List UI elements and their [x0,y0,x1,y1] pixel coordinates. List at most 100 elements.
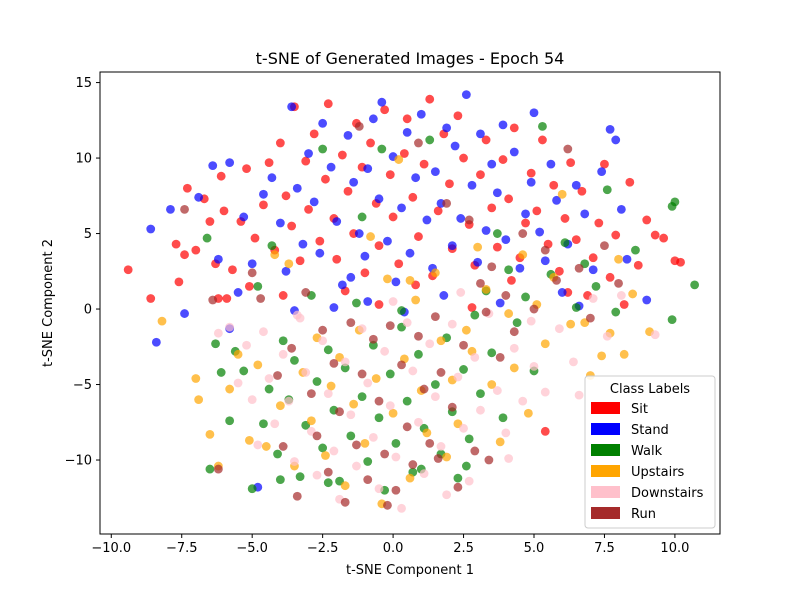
point-walk-33 [402,396,412,406]
point-sit-90 [650,230,660,240]
point-walk-68 [377,144,387,154]
point-sit-28 [315,236,325,246]
point-walk-74 [275,475,285,485]
point-run-42 [495,352,505,362]
point-sit-27 [309,129,319,139]
point-run-12 [323,467,333,477]
point-stand-47 [447,241,457,251]
point-sit-5 [182,183,192,193]
point-stand-30 [363,164,373,174]
point-walk-22 [340,363,350,373]
point-walk-73 [397,306,406,315]
point-walk-63 [631,245,640,255]
point-sit-42 [380,105,390,115]
point-sit-24 [295,256,305,266]
point-sit-69 [521,218,530,228]
point-downstairs-31 [408,366,418,376]
point-downstairs-35 [430,392,440,402]
point-stand-14 [275,218,285,228]
point-downstairs-30 [402,318,412,328]
point-walk-35 [414,349,423,359]
point-walk-13 [290,355,299,365]
point-sit-16 [250,233,260,243]
point-sit-18 [264,158,274,167]
point-run-1 [213,464,223,474]
point-downstairs-15 [318,336,328,346]
point-upstairs-51 [540,339,550,349]
point-walk-70 [267,241,277,251]
point-sit-100 [278,291,288,300]
point-sit-99 [507,275,516,285]
point-downstairs-60 [456,288,466,297]
point-sit-61 [476,170,485,180]
point-run-14 [335,407,344,417]
point-sit-57 [453,111,463,121]
point-walk-11 [278,336,288,346]
point-run-3 [247,268,257,278]
point-run-56 [256,294,266,303]
point-stand-33 [377,97,387,107]
point-upstairs-49 [523,408,533,418]
point-upstairs-43 [481,285,491,294]
point-sit-58 [459,153,468,163]
point-run-28 [414,331,423,341]
point-walk-42 [453,473,463,483]
point-walk-17 [312,377,322,386]
point-stand-62 [526,177,536,187]
point-walk-45 [470,310,480,320]
point-walk-30 [385,369,395,379]
point-run-45 [518,229,528,238]
point-stand-68 [557,288,567,297]
point-stand-39 [405,248,415,258]
point-upstairs-53 [557,189,567,199]
point-upstairs-7 [244,435,254,445]
point-stand-66 [546,159,556,169]
point-sit-34 [343,186,353,196]
point-sit-88 [633,260,643,270]
point-downstairs-49 [529,362,539,371]
point-upstairs-59 [614,254,623,264]
point-upstairs-28 [388,408,398,418]
y-tick-label-3: 5 [84,227,92,242]
point-run-31 [430,312,440,321]
point-stand-6 [213,254,223,264]
point-stand-65 [540,256,550,266]
point-stand-42 [422,215,432,225]
point-sit-89 [642,215,652,225]
point-downstairs-56 [650,330,660,340]
point-upstairs-9 [261,442,271,451]
point-sit-11 [219,206,229,216]
point-downstairs-7 [270,419,280,429]
point-sit-67 [509,123,519,133]
point-sit-75 [554,266,564,276]
point-walk-52 [512,318,522,328]
point-upstairs-54 [566,319,576,329]
point-walk-50 [498,413,508,423]
point-walk-46 [476,389,485,398]
point-stand-22 [318,118,328,128]
point-stand-61 [521,209,530,219]
point-downstairs-14 [312,470,322,480]
point-walk-67 [667,315,677,325]
point-sit-76 [560,214,570,223]
point-upstairs-25 [371,374,381,383]
legend: Class Labels Sit Stand Walk Upstairs Downsta… [584,375,716,529]
x-tick-label-0: −10.0 [91,541,131,556]
point-sit-82 [594,218,604,228]
point-sit-70 [526,168,536,178]
point-stand-1 [151,337,161,347]
point-walk-61 [602,185,612,195]
point-upstairs-1 [191,374,201,383]
point-walk-26 [363,457,373,466]
point-downstairs-25 [374,484,384,494]
point-sit-32 [332,254,342,264]
point-upstairs-10 [270,250,280,260]
point-stand-70 [571,180,581,190]
point-downstairs-46 [501,428,511,438]
point-walk-6 [247,484,257,494]
point-upstairs-31 [405,473,415,483]
x-tick-label-5: 2.5 [453,541,474,556]
point-stand-58 [501,235,511,244]
point-stand-72 [588,265,598,275]
